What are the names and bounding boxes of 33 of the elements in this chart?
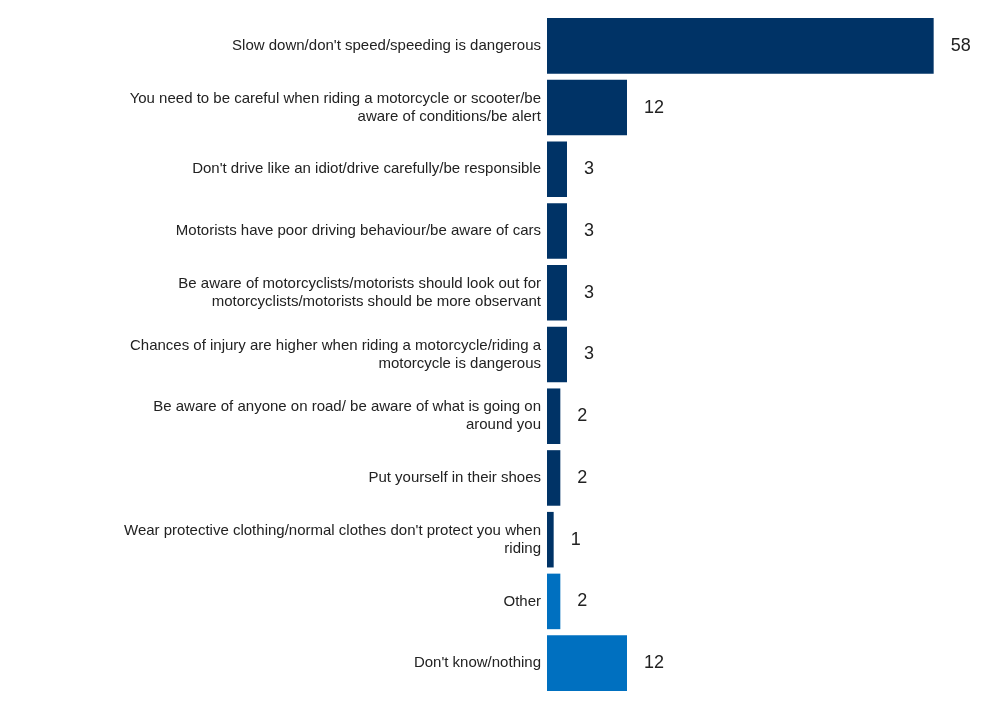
bar [547, 388, 561, 445]
y-tick-label: Other [503, 591, 541, 609]
data-label: 58 [950, 34, 971, 55]
data-label: 2 [577, 466, 588, 487]
data-label: 3 [584, 343, 595, 364]
data-label: 3 [584, 281, 595, 302]
y-tick-label: Motorists have poor driving behaviour/be aware of cars [175, 221, 541, 239]
y-tick-label: Don't drive like an idiot/drive carefully/be responsible [192, 159, 541, 177]
data-label: 2 [577, 405, 588, 426]
y-tick-label: Be aware of motorcyclists/motorists should look out for motorcyclists/motorists should be more observant [178, 273, 542, 309]
y-tick-label: Wear protective clothing/normal clothes don't protect you when riding [124, 520, 541, 556]
bar [547, 203, 567, 259]
bar [547, 450, 561, 506]
y-tick-label: You need to be careful when riding a motorcycle or scooter/be aware of conditions/be alert [129, 88, 542, 124]
data-label: 12 [644, 96, 665, 117]
data-label: 2 [577, 590, 588, 611]
bar [547, 326, 567, 383]
data-label: 12 [644, 652, 665, 673]
data-label: 1 [570, 528, 581, 549]
bar [547, 573, 561, 630]
bar [547, 141, 567, 198]
bar [547, 265, 567, 321]
bar [547, 511, 554, 568]
data-label: 3 [584, 158, 595, 179]
y-tick-label: Don't know/nothing [413, 653, 541, 671]
data-label: 3 [584, 220, 595, 241]
y-tick-label: Be aware of anyone on road/ be aware of what is going on around you [153, 397, 541, 433]
y-tick-label: Chances of injury are higher when riding a motorcycle/riding a motorcycle is dangerous [129, 335, 542, 371]
bar [547, 635, 627, 691]
bar [547, 79, 627, 136]
y-tick-label: Slow down/don't speed/speeding is dangerous [232, 36, 541, 53]
y-tick-label: Put yourself in their shoes [368, 468, 541, 486]
bar [547, 18, 934, 74]
